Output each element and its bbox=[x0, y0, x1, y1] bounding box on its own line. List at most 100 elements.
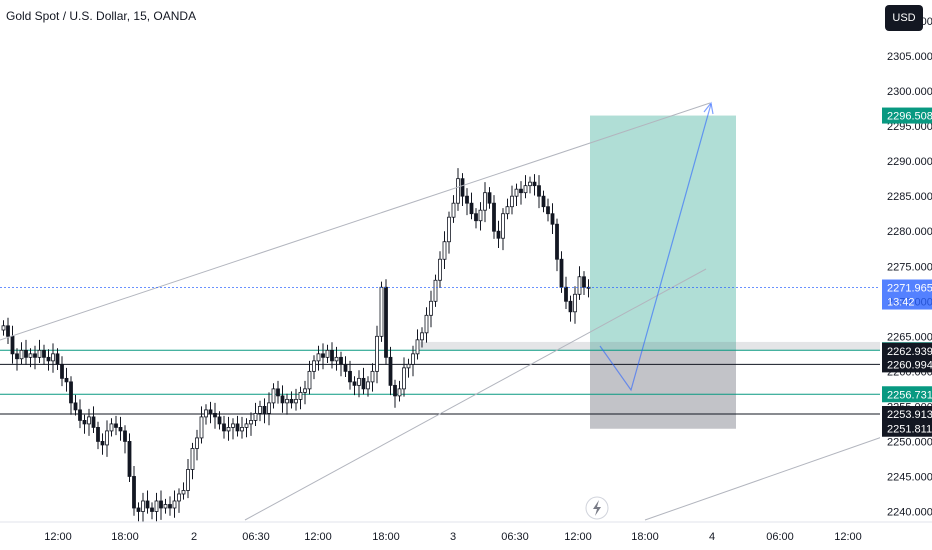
candle-body bbox=[438, 258, 442, 281]
upper-trendline bbox=[0, 102, 711, 341]
lightning-icon bbox=[593, 500, 601, 516]
time-tick-label: 18:00 bbox=[631, 531, 659, 543]
candle-body bbox=[64, 377, 69, 383]
price-tag-bg bbox=[882, 386, 932, 403]
candle-body bbox=[370, 370, 375, 383]
candle-body bbox=[253, 412, 258, 421]
price-tick-label: 2275.000 bbox=[887, 261, 932, 273]
candle-body bbox=[222, 423, 226, 432]
candle-body bbox=[514, 188, 519, 197]
time-tick-label: 12:00 bbox=[834, 531, 862, 543]
candle-body bbox=[411, 353, 415, 365]
trendline-drawings bbox=[0, 101, 883, 521]
candle-body bbox=[415, 339, 420, 355]
candle-body bbox=[483, 192, 487, 211]
candle-body bbox=[366, 381, 370, 390]
candle-body bbox=[177, 493, 181, 502]
position-zones bbox=[420, 115, 880, 429]
candle-body bbox=[532, 181, 537, 187]
price-tick-label: 2240.000 bbox=[887, 506, 932, 518]
candle-body bbox=[249, 420, 253, 425]
price-tag-label: 2253.913 bbox=[887, 409, 932, 421]
candle-body bbox=[528, 181, 532, 187]
candle-body bbox=[447, 216, 451, 243]
price-tag-label: 2296.508 bbox=[887, 111, 932, 123]
candle-body bbox=[361, 377, 366, 390]
candle-body bbox=[42, 349, 46, 358]
candle-body bbox=[316, 353, 321, 362]
candle-body bbox=[325, 349, 330, 358]
candle-body bbox=[550, 213, 555, 225]
countdown-value: 13:42 bbox=[887, 297, 915, 309]
price-tag-bg bbox=[882, 356, 932, 373]
candle-body bbox=[555, 223, 559, 260]
time-tick-label: 4 bbox=[709, 531, 715, 543]
candle-body bbox=[357, 377, 361, 386]
time-tick-label: 12:00 bbox=[44, 531, 72, 543]
candlesticks bbox=[1, 168, 591, 524]
price-tag-label: 2260.994 bbox=[887, 359, 932, 371]
candle-body bbox=[24, 349, 28, 358]
candle-body bbox=[217, 416, 222, 425]
candle-body bbox=[424, 314, 429, 334]
candle-body bbox=[280, 395, 285, 404]
time-scale[interactable]: 12:00 18:00 2 06:30 12:00 18:00 3 06:30 12:00 18:… bbox=[44, 531, 862, 543]
candle-body bbox=[276, 388, 280, 397]
candle-body bbox=[312, 360, 316, 372]
candle-body bbox=[321, 353, 325, 358]
candle-body bbox=[87, 416, 91, 425]
candle-body bbox=[375, 335, 379, 372]
candle-body bbox=[298, 391, 303, 400]
candle-body bbox=[141, 500, 145, 512]
price-tag-bg bbox=[882, 107, 932, 124]
candle-body bbox=[523, 185, 528, 194]
candle-body bbox=[100, 441, 105, 446]
candle-body bbox=[559, 258, 564, 288]
candle-body bbox=[91, 416, 96, 428]
candle-body bbox=[244, 423, 249, 428]
candle-body bbox=[181, 490, 186, 495]
candle-body bbox=[339, 356, 343, 365]
candle-body bbox=[208, 409, 213, 414]
price-tag-bg bbox=[882, 406, 932, 423]
time-tick-label: 12:00 bbox=[304, 531, 332, 543]
candle-body bbox=[60, 363, 64, 379]
price-tick-label: 2295.000 bbox=[887, 121, 932, 133]
candle-body bbox=[145, 500, 150, 509]
candle-body bbox=[96, 427, 100, 442]
candle-body bbox=[109, 423, 114, 432]
candle-body bbox=[294, 398, 298, 404]
candle-body bbox=[352, 381, 357, 386]
replay-button[interactable] bbox=[585, 496, 609, 520]
horizontal-levels bbox=[0, 349, 880, 415]
currency-button[interactable]: USD bbox=[885, 5, 923, 31]
supply-band bbox=[420, 341, 880, 351]
candle-body bbox=[105, 430, 109, 446]
candle-body bbox=[303, 388, 307, 393]
candle-body bbox=[172, 500, 177, 509]
candle-body bbox=[519, 188, 523, 194]
candle-body bbox=[33, 353, 37, 358]
candle-body bbox=[474, 213, 478, 222]
candle-body bbox=[163, 504, 168, 509]
candle-body bbox=[235, 423, 240, 432]
forecast-arrowhead bbox=[703, 101, 714, 115]
candle-body bbox=[334, 356, 339, 362]
price-tag-label: 2262.939 bbox=[887, 346, 932, 358]
candle-body bbox=[537, 185, 541, 197]
price-tick-label: 2280.000 bbox=[887, 226, 932, 238]
current-price-value: 2271.965 bbox=[887, 283, 932, 295]
candle-body bbox=[262, 405, 267, 414]
candle-body bbox=[492, 202, 496, 232]
candle-body bbox=[487, 192, 492, 204]
price-scale[interactable]: 2240.0002245.0002250.0002255.0002260.000… bbox=[887, 16, 932, 518]
candle-body bbox=[451, 202, 456, 218]
candle-body bbox=[69, 381, 73, 404]
candle-body bbox=[226, 427, 231, 432]
candle-body bbox=[127, 441, 132, 477]
price-tag-label: 2256.731 bbox=[887, 389, 932, 401]
time-tick-label: 3 bbox=[450, 531, 456, 543]
candle-body bbox=[456, 178, 460, 204]
candle-body bbox=[433, 279, 438, 302]
